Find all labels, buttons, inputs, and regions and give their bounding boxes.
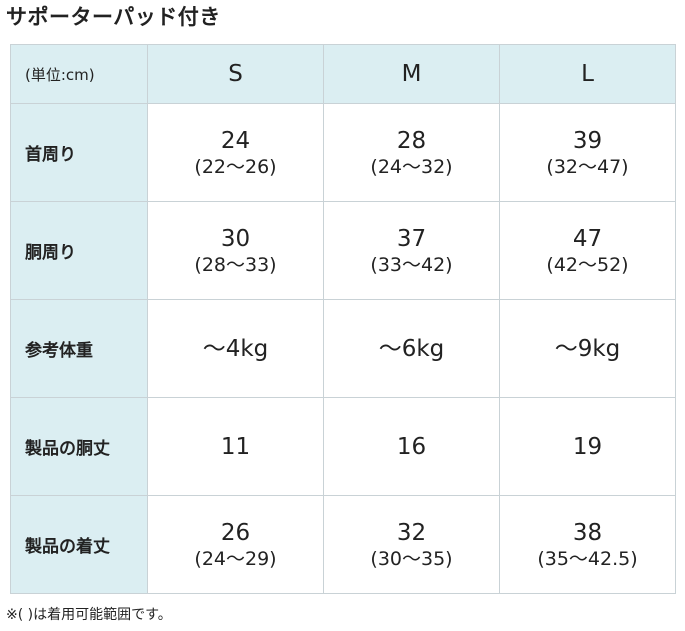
table-row: 参考体重 〜4kg 〜6kg 〜9kg (10, 299, 676, 398)
cell-range: (24〜32) (370, 155, 453, 178)
cell-value: 39 (572, 127, 603, 154)
cell-value: 47 (572, 225, 603, 252)
header-row: (単位:cm) S M L (10, 44, 676, 104)
row-header-weight: 参考体重 (10, 299, 148, 398)
table-cell: 32 (30〜35) (323, 495, 500, 594)
cell-range: (30〜35) (370, 547, 453, 570)
row-header-body-length: 製品の胴丈 (10, 397, 148, 496)
cell-value: 30 (220, 225, 251, 252)
column-header-m: M (323, 44, 500, 104)
table-row: 首周り 24 (22〜26) 28 (24〜32) 39 (32〜47) (10, 103, 676, 202)
cell-range: (22〜26) (194, 155, 277, 178)
cell-range: (33〜42) (370, 253, 453, 276)
cell-range: (35〜42.5) (537, 547, 638, 570)
table-cell: 〜6kg (323, 299, 500, 398)
table-cell: 47 (42〜52) (499, 201, 676, 300)
cell-value: 28 (396, 127, 427, 154)
cell-value: 38 (572, 519, 603, 546)
table-cell: 30 (28〜33) (147, 201, 324, 300)
cell-value: 〜6kg (378, 335, 445, 362)
cell-range: (32〜47) (546, 155, 629, 178)
table-cell: 11 (147, 397, 324, 496)
table-cell: 〜4kg (147, 299, 324, 398)
cell-range: (42〜52) (546, 253, 629, 276)
row-header-neck: 首周り (10, 103, 148, 202)
cell-value: 19 (572, 433, 603, 460)
unit-label: (単位:cm) (10, 44, 148, 104)
size-table: (単位:cm) S M L 首周り 24 (22〜26) 28 (24〜32) … (10, 44, 676, 594)
table-cell: 38 (35〜42.5) (499, 495, 676, 594)
cell-range: (24〜29) (194, 547, 277, 570)
table-row: 製品の着丈 26 (24〜29) 32 (30〜35) 38 (35〜42.5) (10, 495, 676, 594)
row-header-waist: 胴周り (10, 201, 148, 300)
table-cell: 19 (499, 397, 676, 496)
table-cell: 24 (22〜26) (147, 103, 324, 202)
page-title: サポーターパッド付き (6, 5, 221, 29)
cell-value: 〜4kg (202, 335, 269, 362)
cell-value: 26 (220, 519, 251, 546)
footnote: ※( )は着用可能範囲です。 (6, 607, 172, 623)
table-cell: 16 (323, 397, 500, 496)
table-cell: 37 (33〜42) (323, 201, 500, 300)
table-row: 製品の胴丈 11 16 19 (10, 397, 676, 496)
table-row: 胴周り 30 (28〜33) 37 (33〜42) 47 (42〜52) (10, 201, 676, 300)
table-cell: 39 (32〜47) (499, 103, 676, 202)
cell-value: 24 (220, 127, 251, 154)
row-header-total-length: 製品の着丈 (10, 495, 148, 594)
cell-value: 32 (396, 519, 427, 546)
table-cell: 26 (24〜29) (147, 495, 324, 594)
column-header-l: L (499, 44, 676, 104)
cell-range: (28〜33) (194, 253, 277, 276)
cell-value: 16 (396, 433, 427, 460)
cell-value: 〜9kg (554, 335, 621, 362)
column-header-s: S (147, 44, 324, 104)
cell-value: 11 (220, 433, 251, 460)
table-cell: 28 (24〜32) (323, 103, 500, 202)
table-cell: 〜9kg (499, 299, 676, 398)
cell-value: 37 (396, 225, 427, 252)
